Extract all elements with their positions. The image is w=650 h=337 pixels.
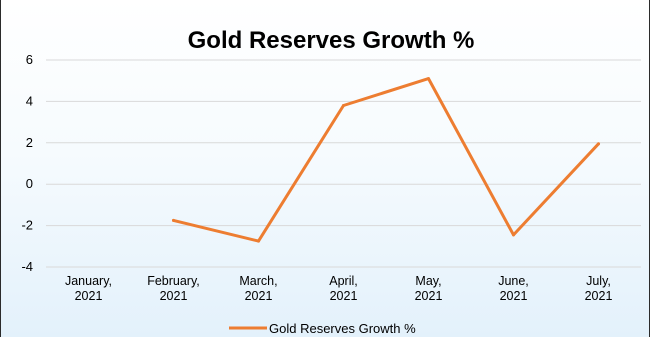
- y-tick-label: -2: [21, 218, 33, 233]
- x-tick-label: 2021: [500, 289, 528, 303]
- y-axis-ticks: 6 4 2 0 -2 -4: [21, 52, 33, 274]
- series-line: [172, 77, 600, 243]
- data-point: [427, 77, 430, 81]
- x-tick-label: March,: [239, 274, 277, 288]
- x-tick-label: 2021: [330, 289, 358, 303]
- x-tick-label: 2021: [415, 289, 443, 303]
- gridlines: [46, 59, 641, 268]
- x-axis-ticks: January,2021February,2021March,2021April…: [65, 274, 612, 303]
- x-tick-label: May,: [415, 274, 441, 288]
- legend[interactable]: Gold Reserves Growth %: [229, 321, 416, 336]
- x-tick-label: February,: [147, 274, 200, 288]
- x-tick-label: 2021: [160, 289, 188, 303]
- x-tick-label: July,: [586, 274, 611, 288]
- x-tick-label: 2021: [75, 289, 103, 303]
- y-tick-label: -4: [21, 259, 33, 274]
- x-tick-label: 2021: [245, 289, 273, 303]
- x-tick-label: 2021: [585, 289, 613, 303]
- y-tick-label: 4: [26, 93, 33, 108]
- data-point: [172, 218, 175, 222]
- x-tick-label: January,: [65, 274, 112, 288]
- y-tick-label: 0: [26, 176, 33, 191]
- x-tick-label: April,: [329, 274, 357, 288]
- series-layer: [172, 77, 600, 243]
- data-point: [512, 233, 515, 237]
- data-point: [342, 104, 345, 108]
- chart-title: Gold Reserves Growth %: [188, 27, 475, 54]
- x-tick-label: June,: [498, 274, 529, 288]
- legend-label: Gold Reserves Growth %: [269, 321, 416, 336]
- data-point: [257, 239, 260, 243]
- y-tick-label: 2: [26, 135, 33, 150]
- y-tick-label: 6: [26, 52, 33, 67]
- data-point: [597, 142, 600, 146]
